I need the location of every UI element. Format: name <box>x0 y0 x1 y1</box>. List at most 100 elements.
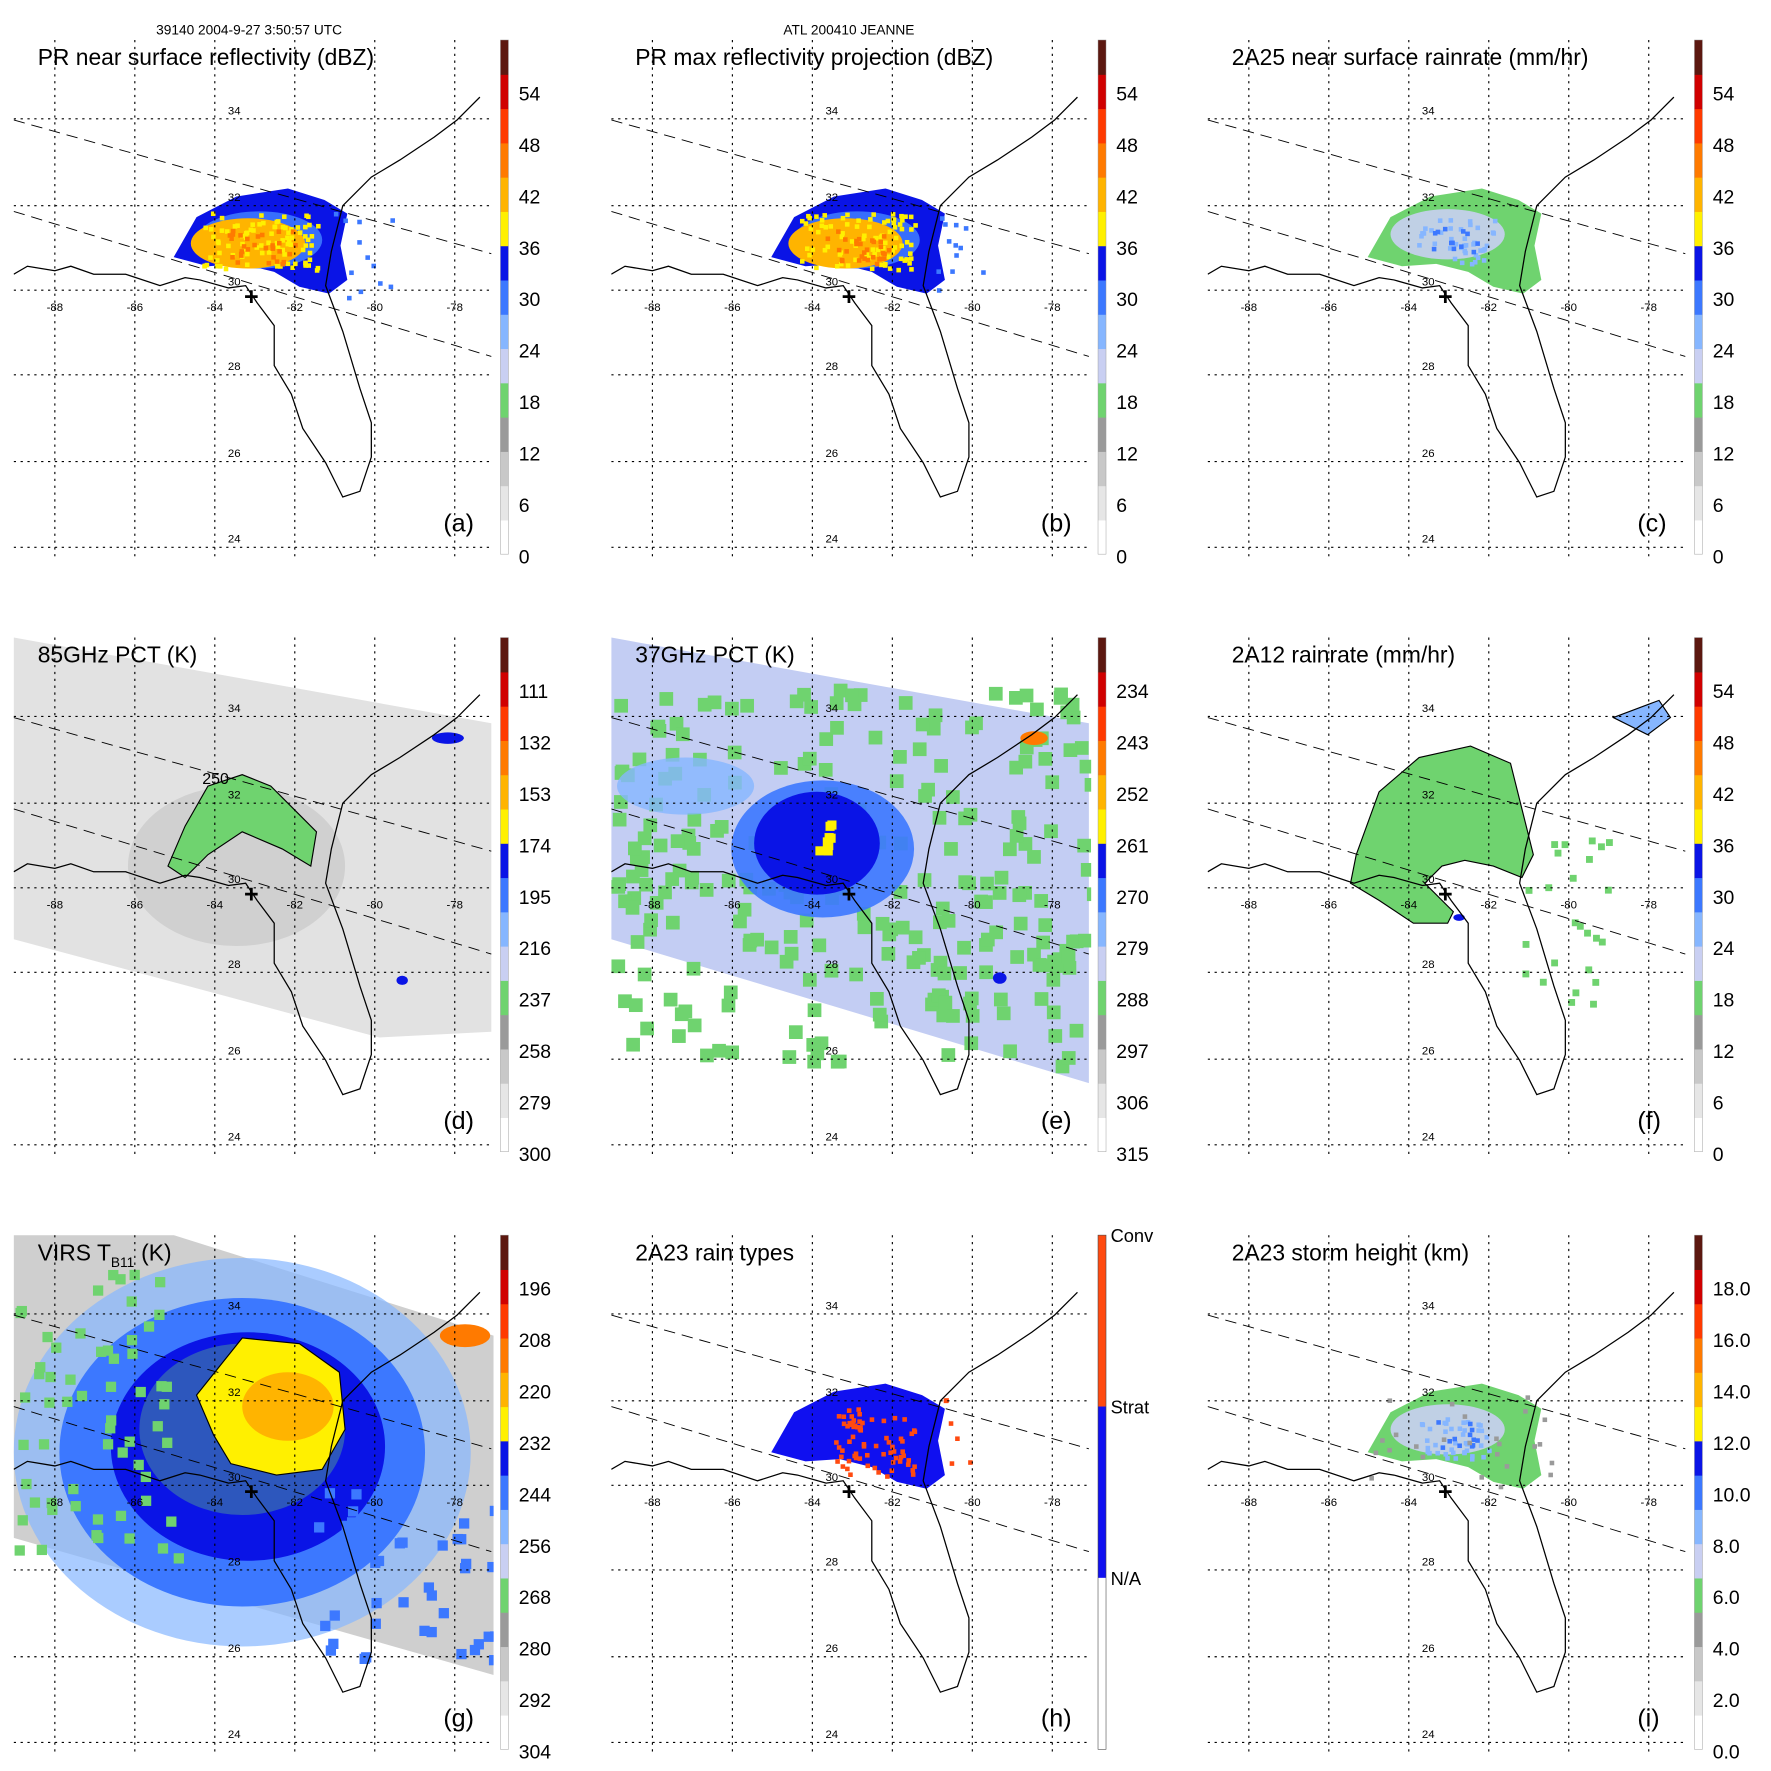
reflectivity-pixel <box>277 249 282 254</box>
reflectivity-pixel <box>275 244 281 249</box>
colorbar-segment <box>500 1083 509 1119</box>
reflectivity-pixel <box>872 252 877 257</box>
colorbar-segment <box>500 843 509 879</box>
rain-pixel <box>1429 228 1434 233</box>
latitude-label: 32 <box>825 192 838 204</box>
latitude-label: 26 <box>228 448 241 460</box>
reflectivity-pixel <box>286 230 291 236</box>
latitude-label: 26 <box>1422 448 1435 460</box>
reflectivity-pixel <box>856 218 861 223</box>
green-patch <box>932 810 947 825</box>
storm-center-marker: + <box>842 283 857 311</box>
latitude-label: 26 <box>825 448 838 460</box>
rain-pixel <box>1443 1429 1448 1434</box>
cloud-fragment <box>458 1518 470 1529</box>
data-layer <box>1367 188 1542 294</box>
reflectivity-pixel <box>275 264 280 269</box>
colorbar-segment <box>500 1440 509 1476</box>
latitude-label: 34 <box>825 1300 838 1312</box>
latitude-label: 34 <box>1422 105 1435 117</box>
rain-pixel <box>1464 1448 1470 1454</box>
green-patch <box>714 820 729 834</box>
cloud-fragment <box>15 1307 26 1319</box>
green-patch <box>1053 691 1068 705</box>
convective-cell <box>431 732 464 744</box>
green-patch <box>946 790 960 804</box>
reflectivity-pixel <box>307 257 313 263</box>
colorbar-segment <box>1694 740 1703 776</box>
cloud-fragment <box>115 1274 126 1285</box>
colorbar-segment <box>1098 1048 1107 1084</box>
green-patch <box>1034 894 1049 908</box>
colorbar-segment <box>1098 946 1107 981</box>
convective-pixel <box>847 1439 852 1445</box>
cloud-fragment <box>140 1471 152 1483</box>
reflectivity-pixel <box>275 219 281 224</box>
green-patch <box>979 895 993 909</box>
rain-pixel <box>1569 874 1577 882</box>
green-patch <box>1069 1023 1084 1038</box>
reflectivity-pixel <box>871 239 877 245</box>
green-patch <box>1018 754 1033 769</box>
panel-letter: (a) <box>443 509 474 537</box>
colorbar-segment <box>500 1303 509 1339</box>
colorbar-segment <box>500 1117 509 1153</box>
cloud-fragment <box>129 1269 140 1281</box>
reflectivity-pixel <box>271 255 276 260</box>
rain-pixel <box>1445 1456 1450 1461</box>
green-patch <box>964 1036 979 1051</box>
reflectivity-pixel <box>280 224 286 230</box>
reflectivity-pixel <box>844 222 850 227</box>
panel-title: 2A23 storm height (km) <box>1232 1239 1469 1265</box>
convective-pixel <box>841 1414 847 1420</box>
green-patch <box>992 886 1007 900</box>
cloud-fragment <box>124 1436 135 1447</box>
cloud-fragment <box>21 1478 32 1490</box>
colorbar-label: 12.0 <box>1713 1433 1751 1455</box>
reflectivity-pixel <box>293 261 298 267</box>
convective-pixel <box>911 1428 917 1433</box>
green-patch <box>686 961 701 976</box>
colorbar-segment <box>1694 314 1703 350</box>
rain-pixel <box>1432 241 1438 247</box>
reflectivity-pixel <box>909 267 914 272</box>
reflectivity-pixel <box>902 258 908 263</box>
colorbar-segment <box>1694 1117 1703 1153</box>
coastline <box>1207 1291 1675 1693</box>
reflectivity-pixel <box>280 261 286 267</box>
green-patch <box>618 994 632 1009</box>
green-patch <box>994 870 1009 885</box>
reflectivity-pixel <box>259 250 265 256</box>
latitude-label: 34 <box>825 105 838 117</box>
reflectivity-pixel <box>259 213 264 218</box>
rain-pixel <box>1447 1438 1452 1444</box>
reflectivity-pixel <box>890 249 895 254</box>
rain-pixel <box>1453 1440 1458 1446</box>
green-patch <box>665 872 680 886</box>
colorbar-segment <box>1694 279 1703 315</box>
colorbar: Conv Strat N/A <box>1097 1225 1154 1750</box>
cloud-fragment <box>91 1530 102 1541</box>
longitude-label: -86 <box>724 899 741 911</box>
green-patch <box>1062 961 1077 975</box>
reflectivity-pixel <box>881 234 887 239</box>
latitude-label: 30 <box>825 277 838 289</box>
green-patch <box>812 938 827 953</box>
rain-pixel <box>1471 249 1477 255</box>
colorbar-label: 36 <box>1713 238 1735 260</box>
rain-pixel <box>1452 1436 1458 1442</box>
colorbar-label: 0.0 <box>1713 1741 1740 1763</box>
echo-top-pixel <box>1504 1464 1510 1469</box>
longitude-label: -86 <box>127 1497 144 1509</box>
rain-pixel <box>1448 218 1454 223</box>
colorbar-segment <box>1694 1612 1703 1648</box>
colorbar-label: 12 <box>1713 443 1735 465</box>
convective-pixel <box>881 1451 886 1457</box>
storm-center-marker: + <box>244 881 259 909</box>
cloud-fragment <box>166 1516 177 1527</box>
rain-pixel <box>1467 1432 1473 1438</box>
colorbar-segment <box>1694 808 1703 844</box>
colorbar-label: 195 <box>519 887 551 909</box>
reflectivity-pixel <box>252 242 257 248</box>
colorbar-frame <box>1694 1234 1703 1750</box>
